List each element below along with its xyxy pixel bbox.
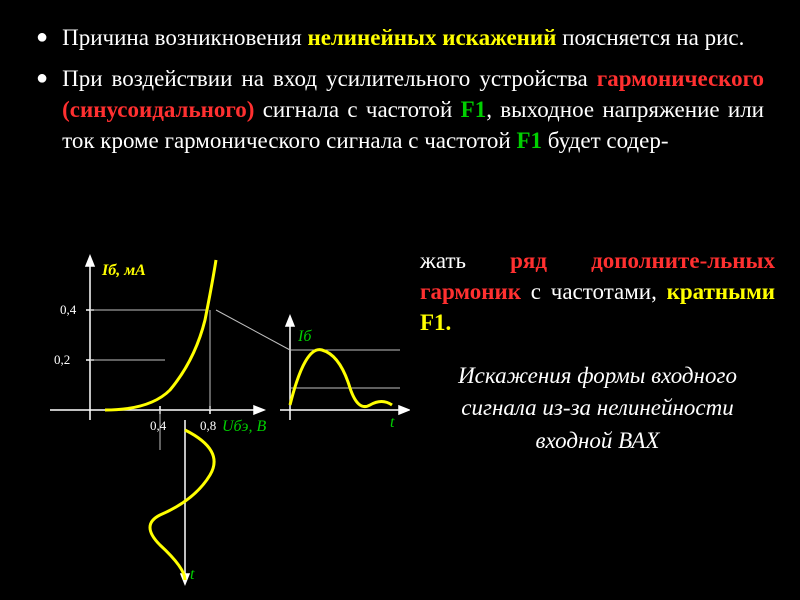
bullet-marker: ●: [36, 65, 48, 156]
bullet-marker: ●: [36, 24, 48, 53]
xtick-1: 0,8: [200, 418, 216, 434]
ube-label: Uбэ, В: [222, 418, 266, 436]
t2-label: t: [190, 566, 194, 584]
ytick-1: 0,2: [54, 352, 70, 368]
right-paragraph-2: Искажения формы входного сигнала из-за н…: [420, 360, 775, 457]
diagram: Iб, мА Iб Uбэ, В t t 0,4 0,2 0,4 0,8: [30, 250, 410, 590]
right-paragraph-1: жать ряд дополните-льных гармоник с част…: [420, 245, 775, 338]
bullet-1: ● Причина возникновения нелинейных искаж…: [36, 22, 764, 53]
bullet-1-text: Причина возникновения нелинейных искажен…: [62, 22, 764, 53]
bullet-2: ● При воздействии на вход усилительного …: [36, 63, 764, 156]
ib2-label: Iб: [298, 328, 311, 346]
t-label: t: [390, 414, 394, 432]
bullet-2-text: При воздействии на вход усилительного ус…: [62, 63, 764, 156]
diagram-svg: [30, 250, 410, 590]
ib-label: Iб, мА: [102, 262, 146, 280]
xtick-0: 0,4: [150, 418, 166, 434]
ytick-0: 0,4: [60, 302, 76, 318]
